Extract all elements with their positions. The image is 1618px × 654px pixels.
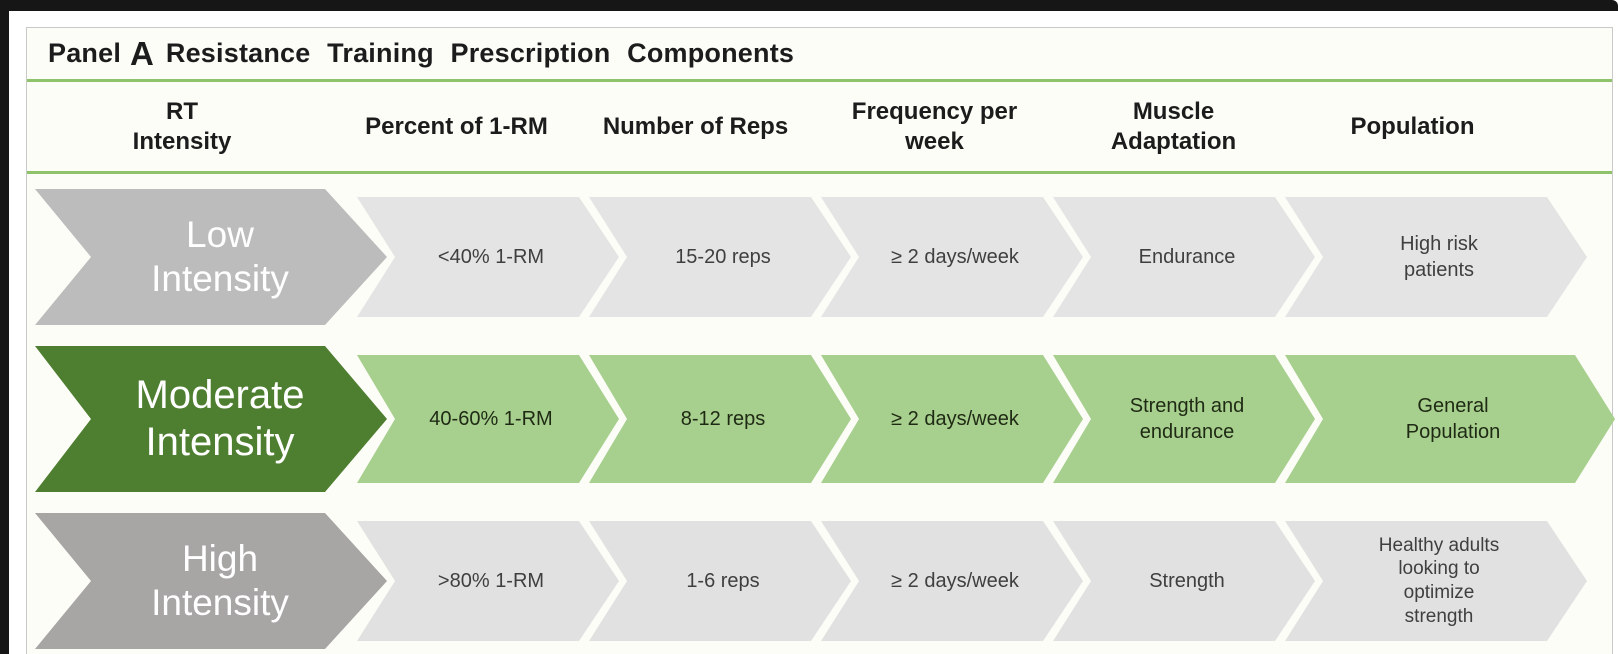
header-population: Population [1350, 112, 1475, 140]
panel-title-word: Panel [48, 38, 122, 68]
panel-title-text: Resistance Training Prescription Compone… [165, 38, 795, 68]
figure-frame-top [0, 0, 1618, 11]
low-reps-chevron: 15-20 reps [589, 197, 851, 317]
moderate-reps-chevron: 8-12 reps [589, 355, 851, 483]
column-headers: RT Intensity Percent of 1-RM Number of R… [27, 82, 1612, 174]
header-rt-intensity: RT Intensity [132, 97, 232, 155]
row-moderate-intensity: Moderate Intensity 40-60% 1-RM 8-12 reps… [35, 346, 1612, 492]
high-population-chevron: Healthy adults looking to optimize stren… [1285, 521, 1587, 641]
header-muscle-adaptation: Muscle Adaptation [1110, 97, 1237, 155]
panel-title: Panel A Resistance Training Prescription… [27, 28, 1612, 82]
chevron-rows: Low Intensity <40% 1-RM 15-20 reps ≥ 2 d… [27, 174, 1612, 649]
high-frequency-chevron: ≥ 2 days/week [821, 521, 1083, 641]
row-low-intensity: Low Intensity <40% 1-RM 15-20 reps ≥ 2 d… [35, 189, 1612, 325]
high-adaptation-chevron: Strength [1053, 521, 1315, 641]
low-percent-1rm-chevron: <40% 1-RM [357, 197, 619, 317]
panel-a: Panel A Resistance Training Prescription… [26, 27, 1613, 654]
high-reps-chevron: 1-6 reps [589, 521, 851, 641]
header-number-of-reps: Number of Reps [602, 112, 789, 140]
moderate-adaptation-chevron: Strength and endurance [1053, 355, 1315, 483]
high-percent-1rm-chevron: >80% 1-RM [357, 521, 619, 641]
low-adaptation-chevron: Endurance [1053, 197, 1315, 317]
low-population-chevron: High risk patients [1285, 197, 1587, 317]
header-percent-1rm: Percent of 1-RM [365, 112, 548, 140]
header-frequency-per-week: Frequency per week [851, 97, 1018, 155]
moderate-population-chevron: General Population [1285, 355, 1615, 483]
moderate-percent-1rm-chevron: 40-60% 1-RM [357, 355, 619, 483]
panel-letter: A [130, 34, 154, 72]
row-high-intensity: High Intensity >80% 1-RM 1-6 reps ≥ 2 da… [35, 513, 1612, 649]
low-intensity-arrow: Low Intensity [35, 189, 387, 325]
moderate-frequency-chevron: ≥ 2 days/week [821, 355, 1083, 483]
high-intensity-arrow: High Intensity [35, 513, 387, 649]
low-frequency-chevron: ≥ 2 days/week [821, 197, 1083, 317]
moderate-intensity-arrow: Moderate Intensity [35, 346, 387, 492]
figure-frame-left [0, 0, 9, 654]
